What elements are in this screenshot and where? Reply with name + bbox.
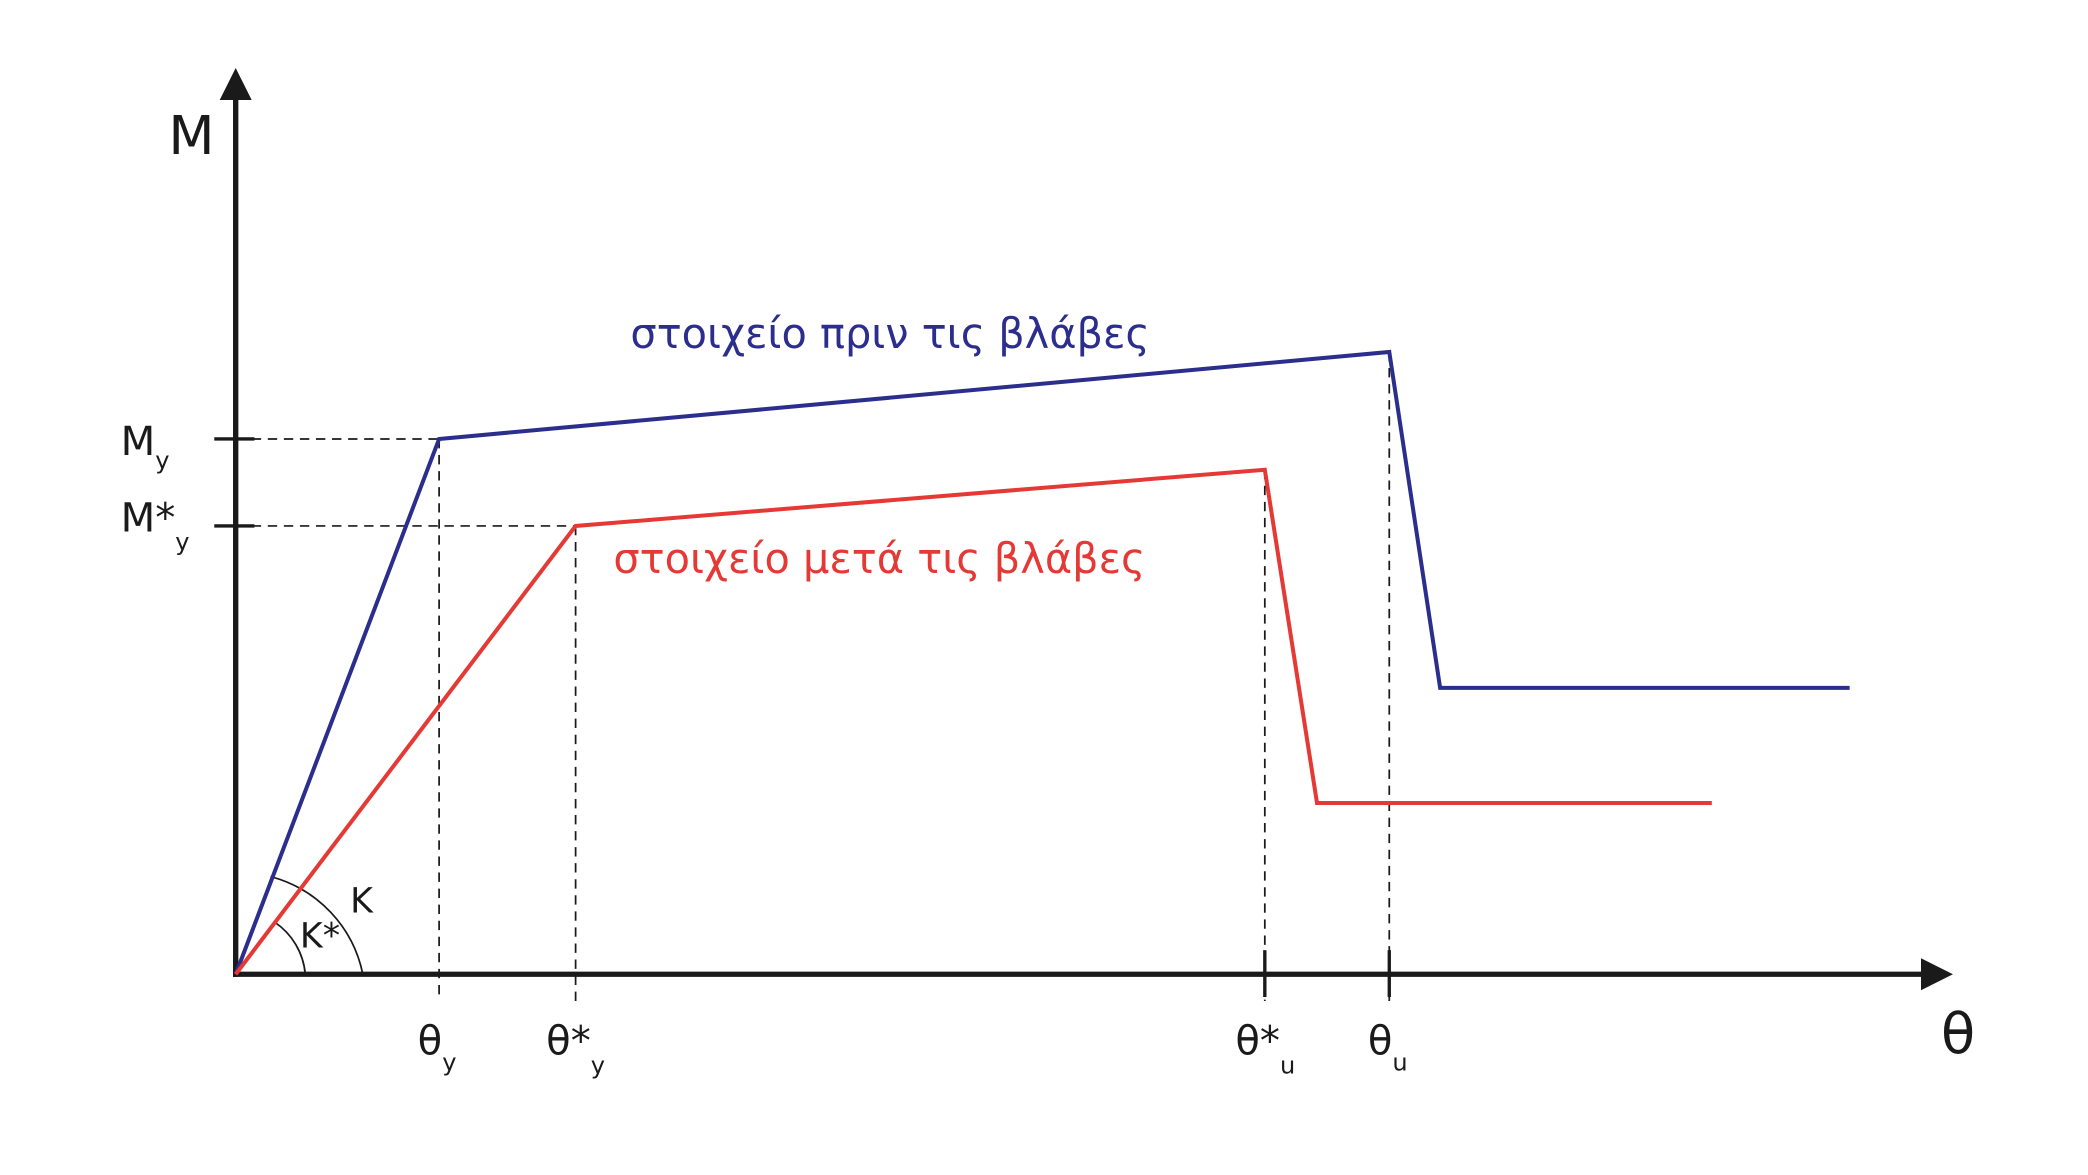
y-tick-label: M*y xyxy=(121,495,190,556)
y-tick-label: My xyxy=(121,419,170,474)
x-tick-label: θy xyxy=(418,1019,457,1077)
tick-main: M* xyxy=(121,495,176,541)
x-tick-label: θu xyxy=(1368,1019,1408,1077)
tick-main: M xyxy=(121,419,156,465)
tick-main: θ* xyxy=(546,1019,591,1065)
stiffness-label: K xyxy=(350,882,374,922)
tick-main: θ xyxy=(418,1019,443,1065)
stiffness-label: K* xyxy=(300,916,340,956)
x-axis-label: θ xyxy=(1941,1002,1975,1067)
k-star-arc xyxy=(274,921,307,975)
tick-sub: u xyxy=(1280,1051,1295,1079)
tick-sub: y xyxy=(155,446,169,474)
curve-after xyxy=(234,467,1712,976)
curve-label: στοιχείο πριν τις βλάβες xyxy=(630,309,1149,358)
ticks xyxy=(214,437,1391,998)
tick-main: θ* xyxy=(1235,1019,1280,1065)
k-arc xyxy=(270,875,364,975)
curve-before xyxy=(233,349,1850,975)
tick-main: θ xyxy=(1368,1019,1393,1065)
y-axis-label: M xyxy=(168,104,214,167)
tick-sub: y xyxy=(175,528,189,556)
tick-sub: y xyxy=(442,1049,456,1077)
tick-sub: y xyxy=(591,1051,605,1079)
x-tick-label: θ*y xyxy=(546,1019,605,1080)
tick-sub: u xyxy=(1392,1049,1407,1077)
guides xyxy=(235,351,1391,1002)
curve-label: στοιχείο μετά τις βλάβες xyxy=(613,534,1145,583)
x-tick-label: θ*u xyxy=(1235,1019,1295,1080)
